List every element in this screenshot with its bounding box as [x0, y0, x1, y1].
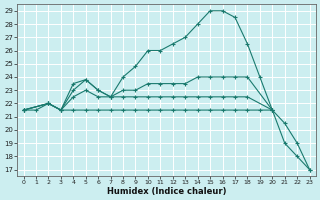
- X-axis label: Humidex (Indice chaleur): Humidex (Indice chaleur): [107, 187, 226, 196]
